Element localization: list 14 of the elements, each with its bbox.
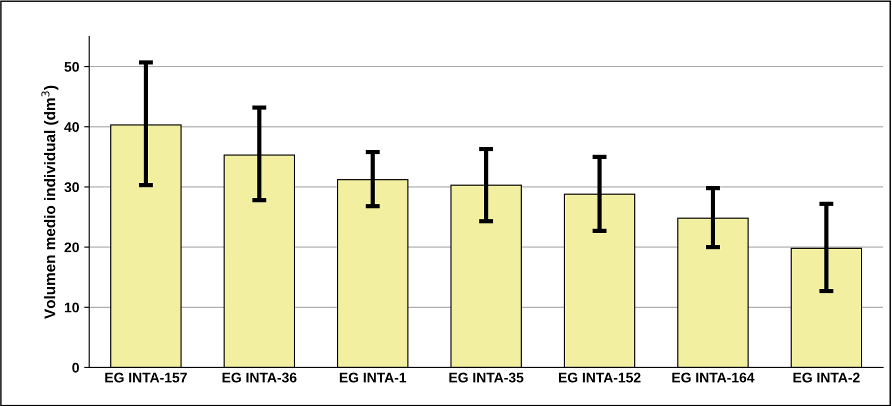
- x-tick-label: EG INTA-1: [340, 372, 406, 382]
- y-tick-label: 20: [64, 242, 79, 252]
- x-tick-label: EG INTA-152: [558, 372, 641, 382]
- x-tick-label: EG INTA-164: [672, 372, 754, 382]
- x-tick-label: EG INTA-2: [793, 372, 860, 382]
- y-tick-label: 0: [72, 362, 79, 373]
- x-tick-label: EG INTA-35: [449, 372, 524, 383]
- y-axis-title: Volumen medio individual (dm$^{3}$): [41, 86, 58, 319]
- x-tick-label: EG INTA-157: [105, 372, 187, 382]
- y-tick-label: 40: [64, 122, 79, 132]
- y-tick-label: 30: [64, 182, 79, 192]
- x-tick-label: EG INTA-36: [222, 372, 297, 383]
- y-tick-label: 10: [64, 302, 79, 312]
- y-tick-label: 50: [64, 62, 79, 72]
